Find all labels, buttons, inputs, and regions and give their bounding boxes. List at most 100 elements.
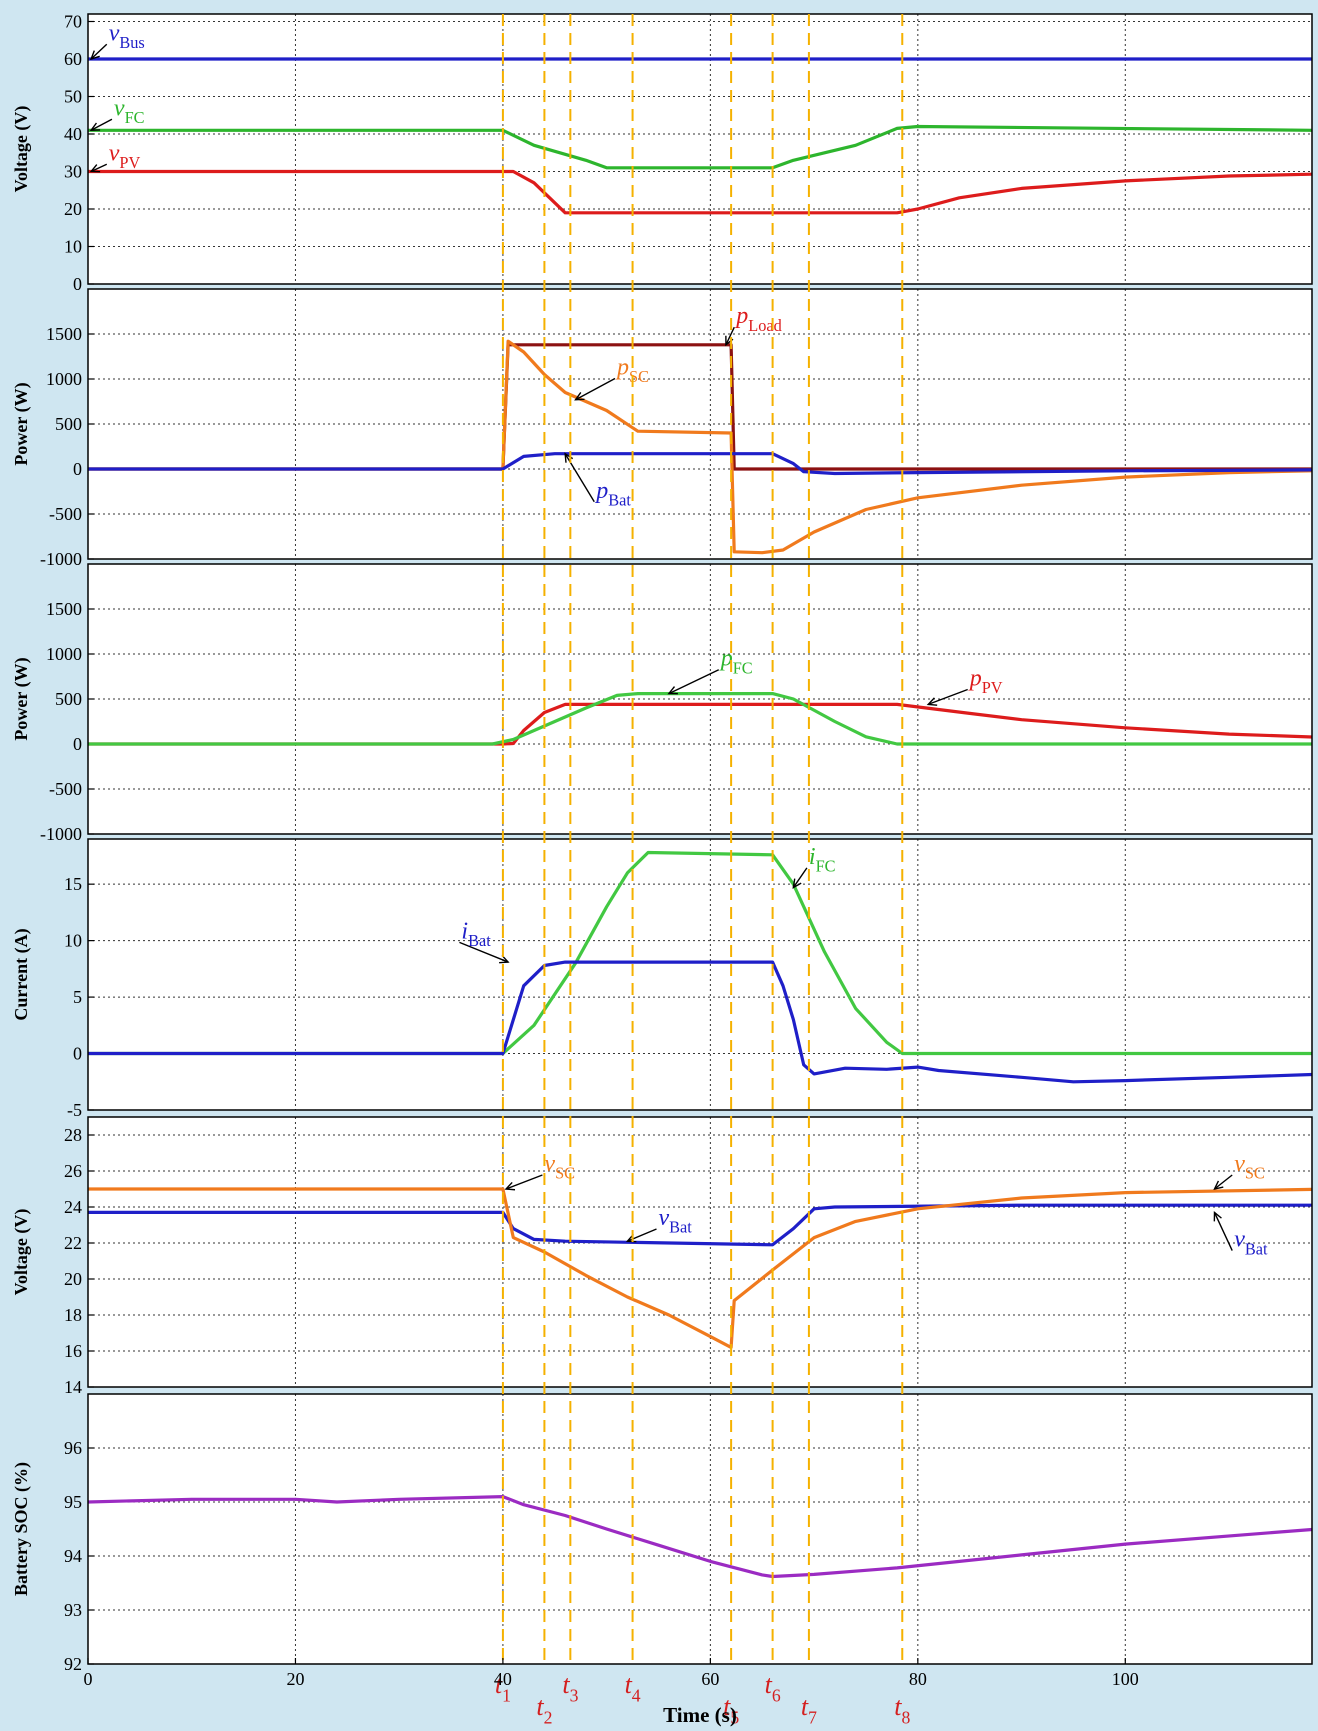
event-label-base: t: [562, 1670, 570, 1699]
y-tick-label: 0: [73, 459, 82, 479]
annotation-arrowhead: [1213, 1180, 1224, 1190]
series-label: pPV: [968, 666, 1003, 698]
y-tick-label: 20: [64, 199, 82, 219]
series-label-base: v: [109, 20, 120, 46]
y-tick-label: 96: [64, 1438, 82, 1458]
y-tick-label: 70: [64, 12, 82, 32]
y-tick-label: 500: [55, 414, 82, 434]
gridlines: [88, 289, 1312, 559]
series-label-sub: FC: [125, 108, 145, 127]
panel-frame: [87, 838, 1313, 1111]
series-label-base: v: [659, 1205, 670, 1231]
y-tick-label: -1000: [40, 824, 82, 844]
annotation-arrowhead: [499, 954, 510, 964]
annotation-arrowhead: [504, 1181, 516, 1191]
y-axis-title: Power (W): [11, 657, 32, 740]
y-tick-label: 10: [64, 237, 82, 257]
y-tick-label: 60: [64, 49, 82, 69]
y-tick-label: -5: [67, 1100, 82, 1120]
series-label-base: p: [594, 478, 608, 504]
annotation-arrow: [927, 688, 968, 706]
series-line-1: [88, 702, 1313, 746]
series-label: vBat: [1234, 1227, 1268, 1259]
y-tick-label: 40: [64, 124, 82, 144]
y-tick-label: 16: [64, 1341, 82, 1361]
y-tick-label: 24: [64, 1197, 82, 1217]
y-tick-label: 0: [73, 274, 82, 294]
x-tick-label: 40: [494, 1669, 512, 1689]
series-line-1: [88, 850, 1312, 1056]
annotation-arrowhead: [926, 697, 938, 706]
y-axis-title: Battery SOC (%): [11, 1462, 32, 1596]
series-label: pFC: [719, 646, 753, 678]
panel-plot-area: [88, 1394, 1312, 1664]
series-label-base: v: [114, 95, 125, 121]
y-tick-label: 18: [64, 1305, 82, 1325]
y-axis-title: Current (A): [11, 928, 32, 1020]
series-line-3: [88, 452, 1313, 476]
annotation-arrowhead: [89, 50, 100, 61]
y-tick-label: 26: [64, 1161, 82, 1181]
y-tick-label: 1000: [46, 369, 82, 389]
time-axis: Time (s) 0 20 40 60 80 100: [84, 1658, 1139, 1727]
event-label: t6: [765, 1670, 781, 1705]
event-label: t8: [894, 1692, 910, 1727]
series-label: vPV: [109, 140, 141, 172]
y-tick-label: 93: [64, 1600, 82, 1620]
event-label-base: t: [765, 1670, 773, 1699]
annotation-arrowhead: [792, 878, 802, 889]
series-line-2: [88, 339, 1313, 555]
y-tick-label: 94: [64, 1546, 82, 1566]
y-axis-title: Voltage (V): [11, 106, 32, 193]
event-label-base: t: [495, 1670, 503, 1699]
panel-frame: [87, 288, 1313, 560]
event-label-sub: 1: [502, 1685, 511, 1705]
y-tick-label: 95: [64, 1492, 82, 1512]
series-label-base: p: [615, 355, 629, 381]
event-label-base: t: [536, 1692, 544, 1721]
series-label-sub: Bus: [119, 33, 144, 52]
y-tick-label: 15: [64, 874, 82, 894]
panel-6: 92 93 94 95 96 Battery SOC (%): [11, 1393, 1313, 1674]
event-label: t5: [723, 1692, 739, 1727]
event-label-sub: 6: [772, 1685, 781, 1705]
annotation-arrow: [1213, 1212, 1233, 1251]
x-tick-label: 60: [701, 1669, 719, 1689]
series-label-base: p: [734, 303, 748, 329]
y-tick-label: -500: [49, 504, 82, 524]
y-axis-title: Voltage (V): [11, 1209, 32, 1296]
series-label: vBat: [659, 1205, 693, 1237]
y-tick-label: 1500: [46, 324, 82, 344]
series-label-base: v: [109, 140, 120, 166]
annotation-arrowhead: [574, 392, 585, 401]
series-label-sub: FC: [816, 857, 836, 876]
series-label: vSC: [1234, 1151, 1265, 1183]
event-label: t7: [801, 1692, 817, 1727]
y-tick-label: 20: [64, 1269, 82, 1289]
event-label-base: t: [801, 1692, 809, 1721]
annotation-arrowhead: [89, 164, 101, 173]
series-line-2: [88, 692, 1312, 746]
y-tick-label: 50: [64, 87, 82, 107]
y-tick-label: 14: [64, 1377, 82, 1397]
series-label-sub: SC: [629, 367, 649, 386]
y-axis-title: Power (W): [11, 382, 32, 465]
y-tick-label: -1000: [40, 549, 82, 569]
panel-plot-area: [88, 1117, 1312, 1387]
event-label: t3: [562, 1670, 578, 1705]
event-label-sub: 4: [632, 1685, 641, 1705]
annotation-arrow: [792, 867, 808, 888]
event-label: t1: [495, 1670, 511, 1705]
annotation-arrowhead: [667, 686, 678, 695]
annotation-arrow: [575, 377, 616, 401]
x-tick-label: 20: [286, 1669, 304, 1689]
panel-frame: [87, 1393, 1313, 1665]
series-label-sub: SC: [555, 1164, 575, 1183]
y-tick-label: 5: [73, 987, 82, 1007]
series-label-sub: PV: [982, 678, 1003, 697]
series-label: vBus: [109, 20, 145, 52]
